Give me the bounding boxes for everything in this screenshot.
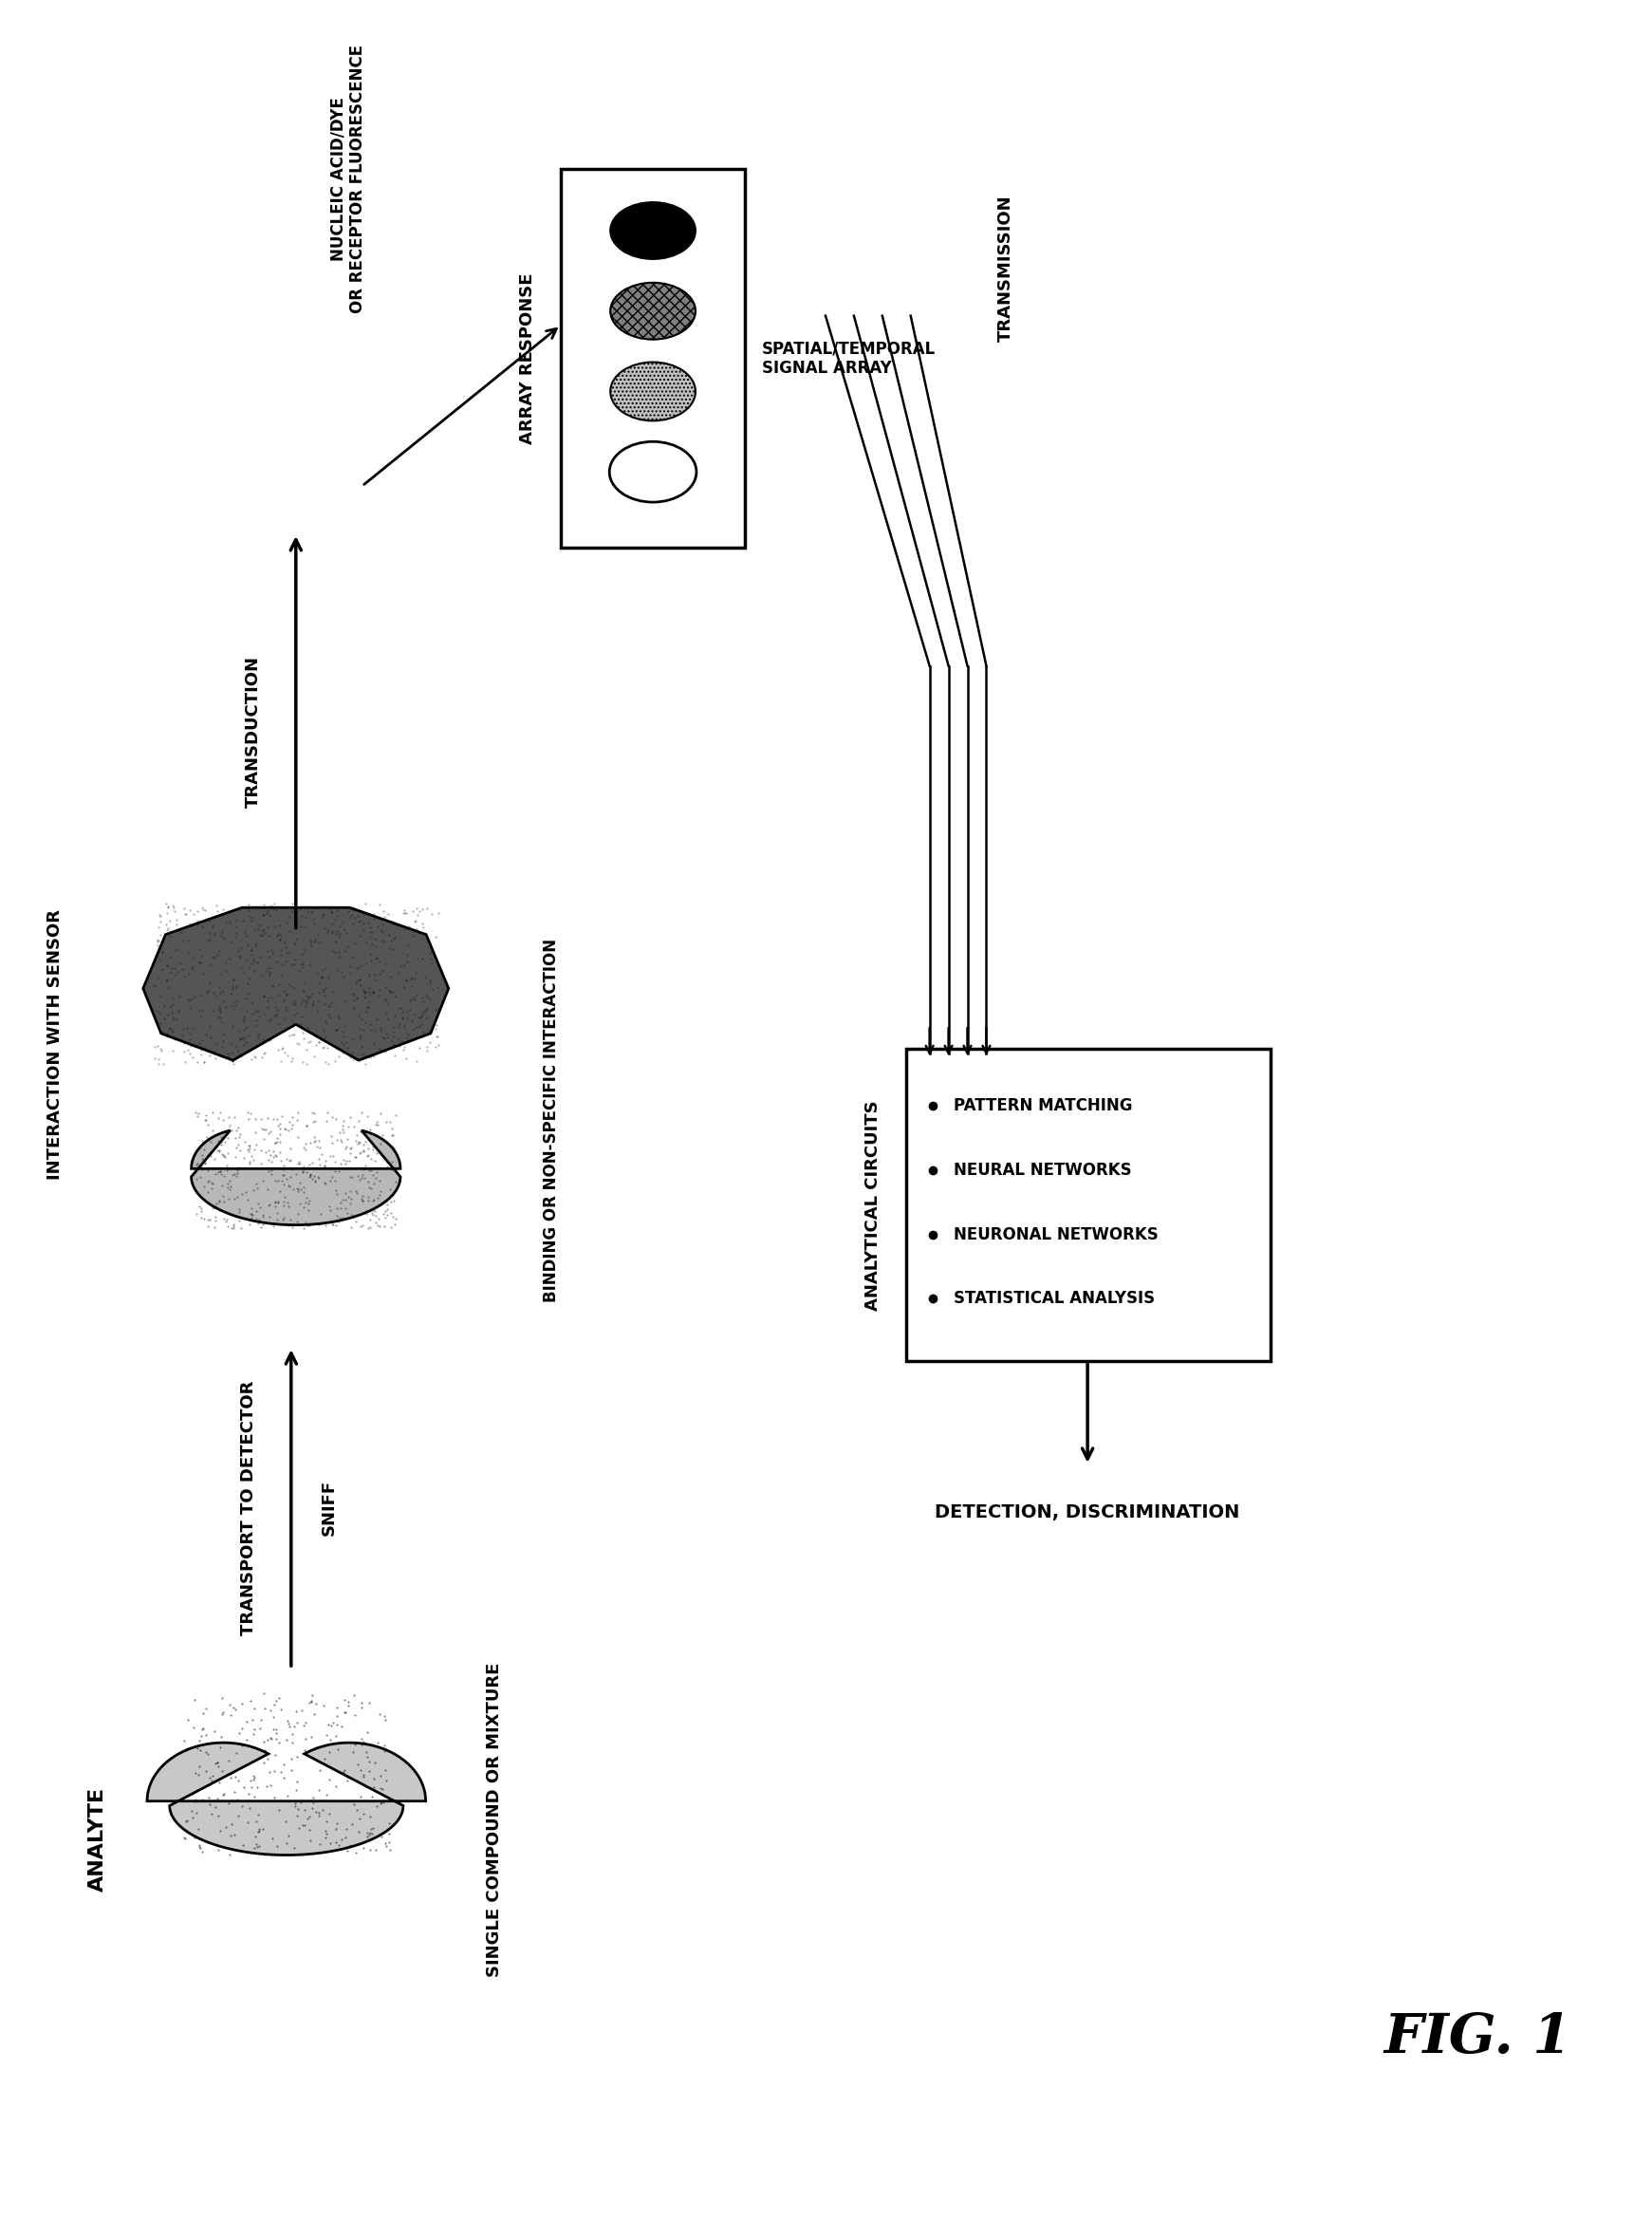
Bar [905, 1050, 1270, 1361]
Ellipse shape [610, 441, 697, 501]
Text: ARRAY RESPONSE: ARRAY RESPONSE [519, 273, 537, 443]
Text: ANALYTICAL CIRCUITS: ANALYTICAL CIRCUITS [864, 1099, 882, 1309]
Polygon shape [147, 1743, 426, 1855]
Text: SPATIAL/TEMPORAL
SIGNAL ARRAY: SPATIAL/TEMPORAL SIGNAL ARRAY [762, 340, 937, 376]
Bar [560, 170, 745, 548]
Text: ANALYTE: ANALYTE [88, 1786, 107, 1891]
Text: FIG. 1: FIG. 1 [1384, 2010, 1573, 2063]
Polygon shape [144, 909, 449, 1061]
Polygon shape [192, 1130, 400, 1224]
Text: DETECTION, DISCRIMINATION: DETECTION, DISCRIMINATION [935, 1504, 1241, 1522]
Text: PATTERN MATCHING: PATTERN MATCHING [953, 1097, 1132, 1115]
Text: SNIFF: SNIFF [320, 1479, 337, 1535]
Text: NEURAL NETWORKS: NEURAL NETWORKS [953, 1162, 1132, 1179]
Text: STATISTICAL ANALYSIS: STATISTICAL ANALYSIS [953, 1291, 1155, 1307]
Text: TRANSPORT TO DETECTOR: TRANSPORT TO DETECTOR [240, 1381, 258, 1636]
Text: SINGLE COMPOUND OR MIXTURE: SINGLE COMPOUND OR MIXTURE [486, 1663, 502, 1978]
Text: INTERACTION WITH SENSOR: INTERACTION WITH SENSOR [46, 909, 63, 1179]
Ellipse shape [610, 363, 695, 421]
Text: TRANSDUCTION: TRANSDUCTION [244, 656, 261, 808]
Ellipse shape [610, 201, 695, 260]
Text: NEURONAL NETWORKS: NEURONAL NETWORKS [953, 1226, 1158, 1242]
Text: BINDING OR NON-SPECIFIC INTERACTION: BINDING OR NON-SPECIFIC INTERACTION [544, 938, 560, 1303]
Ellipse shape [610, 282, 695, 340]
Text: NUCLEIC ACID/DYE
OR RECEPTOR FLUORESCENCE: NUCLEIC ACID/DYE OR RECEPTOR FLUORESCENC… [329, 45, 367, 313]
Text: TRANSMISSION: TRANSMISSION [996, 195, 1014, 342]
